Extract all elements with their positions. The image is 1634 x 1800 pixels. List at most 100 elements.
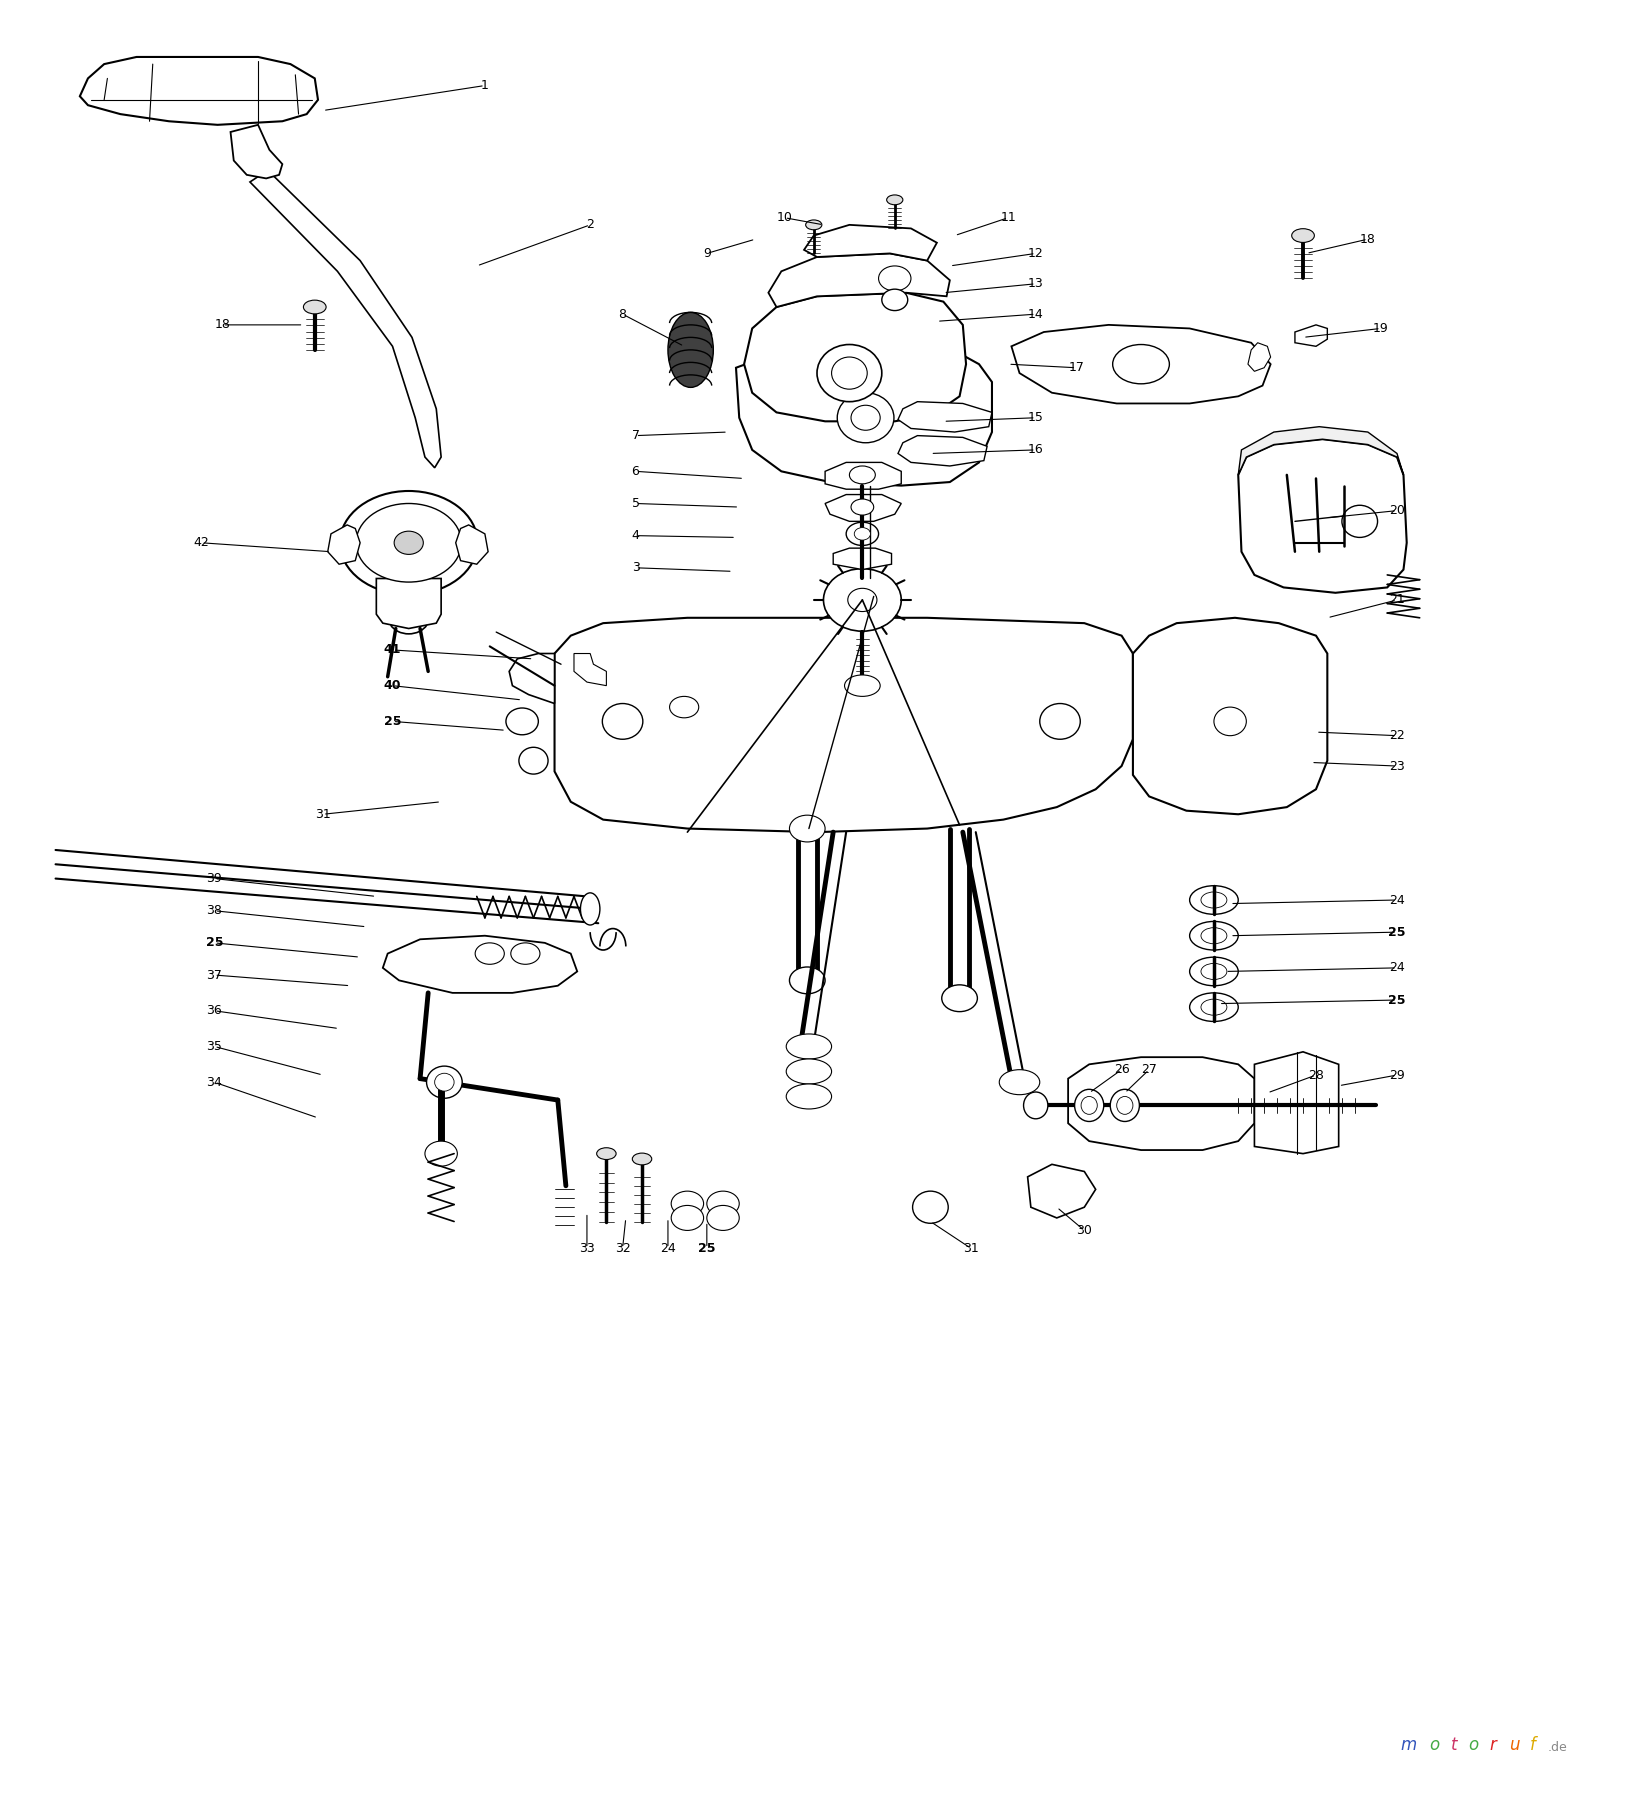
Ellipse shape xyxy=(672,1206,704,1231)
Polygon shape xyxy=(574,653,606,686)
Ellipse shape xyxy=(1000,1069,1039,1094)
Text: 34: 34 xyxy=(206,1076,222,1089)
Text: 15: 15 xyxy=(1028,410,1044,425)
Text: 39: 39 xyxy=(206,871,222,886)
Polygon shape xyxy=(743,293,966,421)
Text: 31: 31 xyxy=(315,808,330,821)
Ellipse shape xyxy=(670,697,699,718)
Ellipse shape xyxy=(1201,893,1227,907)
Ellipse shape xyxy=(356,504,461,581)
Polygon shape xyxy=(510,653,554,704)
Ellipse shape xyxy=(596,1148,616,1159)
Text: 17: 17 xyxy=(1069,362,1083,374)
Text: m: m xyxy=(1400,1735,1417,1753)
Ellipse shape xyxy=(708,1206,739,1231)
Ellipse shape xyxy=(1342,506,1377,538)
Polygon shape xyxy=(1239,439,1407,592)
Ellipse shape xyxy=(845,675,881,697)
Text: 12: 12 xyxy=(1028,247,1044,259)
Text: 24: 24 xyxy=(1389,893,1405,907)
Text: 5: 5 xyxy=(632,497,639,509)
Text: 20: 20 xyxy=(1389,504,1405,517)
Text: 27: 27 xyxy=(1141,1064,1157,1076)
Text: 1: 1 xyxy=(480,79,489,92)
Ellipse shape xyxy=(1292,229,1314,243)
Text: 38: 38 xyxy=(206,904,222,918)
Polygon shape xyxy=(1255,1051,1338,1154)
Ellipse shape xyxy=(1201,927,1227,943)
Ellipse shape xyxy=(851,499,874,515)
Polygon shape xyxy=(1248,342,1271,371)
Polygon shape xyxy=(376,578,441,628)
Polygon shape xyxy=(804,225,936,261)
Text: 10: 10 xyxy=(776,211,792,225)
Polygon shape xyxy=(382,936,577,994)
Text: 35: 35 xyxy=(206,1040,222,1053)
Ellipse shape xyxy=(1190,886,1239,914)
Polygon shape xyxy=(80,58,319,124)
Text: 25: 25 xyxy=(698,1242,716,1255)
Ellipse shape xyxy=(824,569,902,632)
Polygon shape xyxy=(1069,1057,1255,1150)
Text: 3: 3 xyxy=(632,562,639,574)
Ellipse shape xyxy=(632,1154,652,1165)
Text: 8: 8 xyxy=(619,308,626,320)
Text: 25: 25 xyxy=(206,936,224,949)
Ellipse shape xyxy=(425,1141,458,1166)
Ellipse shape xyxy=(1190,958,1239,986)
Text: 11: 11 xyxy=(1000,211,1016,225)
Text: 25: 25 xyxy=(1389,994,1405,1006)
Ellipse shape xyxy=(786,1084,832,1109)
Text: 41: 41 xyxy=(384,643,402,657)
Text: o: o xyxy=(1469,1735,1479,1753)
Text: 31: 31 xyxy=(962,1242,979,1255)
Text: 25: 25 xyxy=(1389,925,1405,938)
Text: 29: 29 xyxy=(1389,1069,1405,1082)
Ellipse shape xyxy=(1113,344,1170,383)
Ellipse shape xyxy=(340,491,477,594)
Text: f: f xyxy=(1529,1735,1536,1753)
Text: .de: .de xyxy=(1547,1741,1567,1753)
Ellipse shape xyxy=(806,220,822,230)
Ellipse shape xyxy=(672,1192,704,1217)
Ellipse shape xyxy=(1190,994,1239,1021)
Ellipse shape xyxy=(475,943,505,965)
Text: u: u xyxy=(1508,1735,1520,1753)
Ellipse shape xyxy=(435,1073,454,1091)
Polygon shape xyxy=(1132,617,1327,814)
Text: 42: 42 xyxy=(193,536,209,549)
Polygon shape xyxy=(768,254,949,308)
Text: 19: 19 xyxy=(1373,322,1389,335)
Ellipse shape xyxy=(603,704,642,740)
Ellipse shape xyxy=(855,527,871,540)
Text: r: r xyxy=(1489,1735,1497,1753)
Text: 23: 23 xyxy=(1389,760,1405,772)
Polygon shape xyxy=(1011,324,1271,403)
Text: 22: 22 xyxy=(1389,729,1405,742)
Text: 4: 4 xyxy=(632,529,639,542)
Ellipse shape xyxy=(708,1192,739,1217)
Ellipse shape xyxy=(1190,922,1239,950)
Ellipse shape xyxy=(394,531,423,554)
Ellipse shape xyxy=(1116,1096,1132,1114)
Polygon shape xyxy=(456,526,489,563)
Ellipse shape xyxy=(850,466,876,484)
Text: 16: 16 xyxy=(1028,443,1044,457)
Text: 28: 28 xyxy=(1309,1069,1324,1082)
Ellipse shape xyxy=(851,405,881,430)
Ellipse shape xyxy=(1075,1089,1103,1121)
Polygon shape xyxy=(328,526,359,563)
Text: 30: 30 xyxy=(1077,1224,1092,1237)
Text: 9: 9 xyxy=(703,247,711,259)
Text: 33: 33 xyxy=(578,1242,595,1255)
Polygon shape xyxy=(230,124,283,178)
Ellipse shape xyxy=(879,266,912,292)
Ellipse shape xyxy=(832,356,868,389)
Ellipse shape xyxy=(1109,1089,1139,1121)
Ellipse shape xyxy=(789,967,825,994)
Polygon shape xyxy=(899,401,992,432)
Ellipse shape xyxy=(304,301,327,313)
Polygon shape xyxy=(1239,427,1404,475)
Polygon shape xyxy=(825,495,902,522)
Ellipse shape xyxy=(1082,1096,1098,1114)
